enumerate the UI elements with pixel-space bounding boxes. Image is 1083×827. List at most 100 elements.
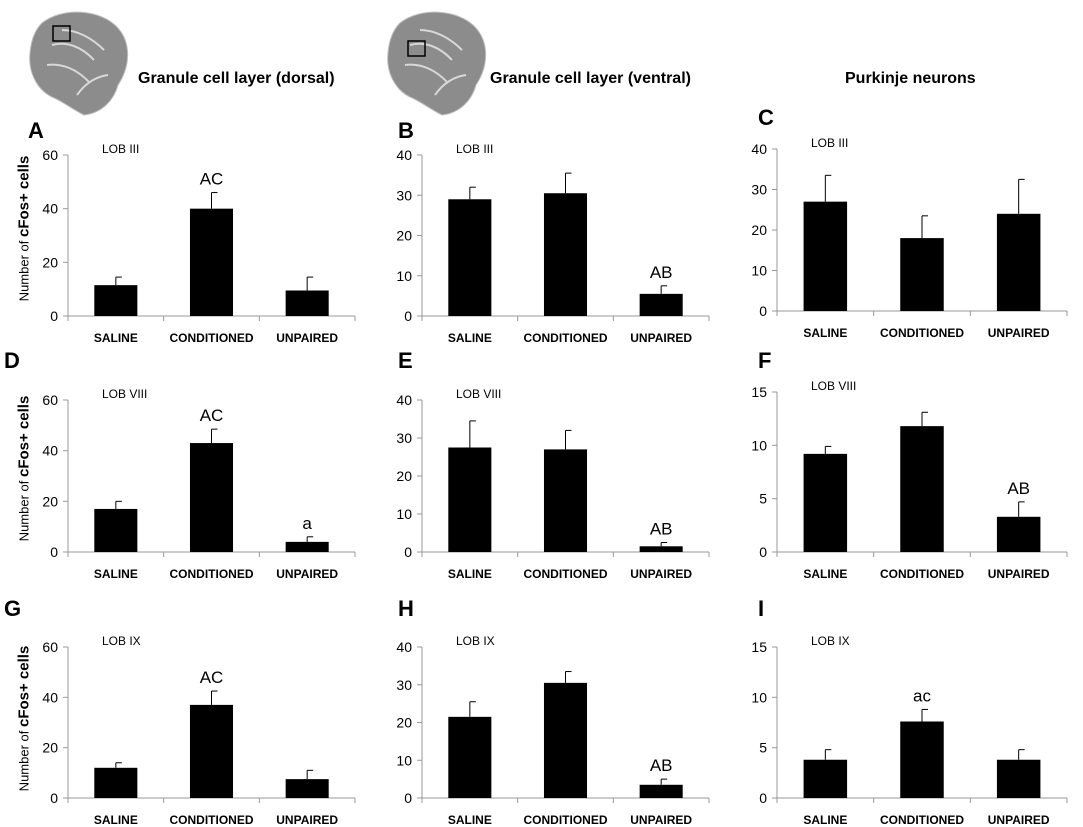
panel-f-y-tick-label: 5 <box>759 491 767 507</box>
panel-g-y-tick-label: 20 <box>42 740 58 756</box>
panel-d-category-label: UNPAIRED <box>276 567 338 581</box>
panel-f-bar <box>900 426 944 552</box>
panel-c-y-tick-label: 10 <box>751 263 767 279</box>
panel-i-bar <box>996 759 1041 798</box>
panel-f-bar <box>803 453 848 552</box>
panel-c-category-label: UNPAIRED <box>988 326 1050 340</box>
panel-b-data-label: AB <box>650 263 673 282</box>
panel-h-bar <box>543 682 588 798</box>
column-title-purkinje: Purkinje neurons <box>845 70 976 87</box>
panel-f-y-tick-label: 10 <box>751 437 767 453</box>
panel-h-y-tick-label: 10 <box>396 752 412 768</box>
panel-c-y-tick-label: 0 <box>759 303 767 319</box>
panel-e-data-label: AB <box>650 520 673 539</box>
panel-h-y-tick-label: 0 <box>404 790 412 806</box>
panel-f-letter: F <box>758 348 771 373</box>
panel-c-title: LOB III <box>811 136 848 150</box>
panel-d-y-tick-label: 0 <box>50 544 58 560</box>
panel-i-bar <box>900 721 944 798</box>
panel-d-category-label: SALINE <box>94 567 138 581</box>
panel-e-y-tick-label: 30 <box>396 430 412 446</box>
panel-a-data-label: AC <box>200 170 224 189</box>
column-title-ventral: Granule cell layer (ventral) <box>490 70 691 87</box>
panel-i-bar <box>803 759 848 798</box>
cerebellum-icon-ventral <box>387 11 487 116</box>
panel-b-bar <box>639 293 683 316</box>
panel-h-bar <box>639 784 683 798</box>
panel-b-letter: B <box>398 118 414 143</box>
panel-c-category-label: CONDITIONED <box>880 326 964 340</box>
panel-d-bar <box>94 508 138 552</box>
panel-d-title: LOB VIII <box>102 387 147 401</box>
panel-g-y-tick-label: 40 <box>42 689 58 705</box>
panel-c-y-tick-label: 20 <box>751 222 767 238</box>
panel-f-y-tick-label: 15 <box>751 384 767 400</box>
panel-h-category-label: SALINE <box>448 813 492 827</box>
panel-d-bar <box>285 541 329 552</box>
panel-b-category-label: UNPAIRED <box>630 331 692 345</box>
panel-d-letter: D <box>4 348 20 373</box>
panel-a-letter: A <box>28 118 44 143</box>
panel-e-letter: E <box>398 348 413 373</box>
panel-f-title: LOB VIII <box>811 379 856 393</box>
panel-g-letter: G <box>4 596 21 621</box>
panel-h-y-tick-label: 20 <box>396 715 412 731</box>
panel-e-y-tick-label: 0 <box>404 544 412 560</box>
panel-c-bar <box>900 238 944 311</box>
panel-a-y-tick-label: 40 <box>42 201 58 217</box>
panel-g-data-label: AC <box>200 668 224 687</box>
panel-d-y-tick-label: 20 <box>42 493 58 509</box>
panel-i-category-label: UNPAIRED <box>988 813 1050 827</box>
panel-d-bar <box>189 443 234 552</box>
cerebellum-icon-dorsal <box>29 11 129 116</box>
panel-i-category-label: SALINE <box>803 813 847 827</box>
panel-f-y-tick-label: 0 <box>759 544 767 560</box>
panel-f-category-label: UNPAIRED <box>988 567 1050 581</box>
panel-d-y-tick-label: 40 <box>42 443 58 459</box>
panel-e-y-tick-label: 40 <box>396 392 412 408</box>
panel-g-title: LOB IX <box>102 634 141 648</box>
panel-c-bar <box>803 201 848 311</box>
panel-h-category-label: UNPAIRED <box>630 813 692 827</box>
panel-c-y-tick-label: 40 <box>751 141 767 157</box>
panel-h-y-tick-label: 30 <box>396 677 412 693</box>
panel-e-title: LOB VIII <box>456 387 501 401</box>
panel-i-data-label: ac <box>913 686 931 705</box>
panel-i-letter: I <box>758 596 764 621</box>
panel-c-category-label: SALINE <box>803 326 847 340</box>
panel-e-category-label: SALINE <box>448 567 492 581</box>
panel-d-data-label: a <box>302 514 312 533</box>
panel-g-category-label: CONDITIONED <box>170 813 254 827</box>
panel-g-category-label: SALINE <box>94 813 138 827</box>
panel-i-y-tick-label: 5 <box>759 740 767 756</box>
column-title-dorsal: Granule cell layer (dorsal) <box>138 70 335 87</box>
panel-b-y-tick-label: 20 <box>396 228 412 244</box>
panel-b-bar <box>448 199 492 316</box>
panel-h-title: LOB IX <box>456 634 495 648</box>
panel-e-bar <box>448 447 492 552</box>
panel-b-bar <box>543 193 588 316</box>
panel-i-y-tick-label: 15 <box>751 639 767 655</box>
panel-a-y-tick-label: 60 <box>42 147 58 163</box>
panel-h-data-label: AB <box>650 756 673 775</box>
panel-g-bar <box>94 767 138 798</box>
panel-f-data-label: AB <box>1007 479 1030 498</box>
panel-a-title: LOB III <box>102 142 139 156</box>
panel-b-y-tick-label: 30 <box>396 187 412 203</box>
panel-g-y-tick-label: 60 <box>42 639 58 655</box>
panel-a-category-label: SALINE <box>94 331 138 345</box>
panel-e-bar <box>543 449 588 552</box>
panel-b-y-tick-label: 0 <box>404 308 412 324</box>
panel-g-y-tick-label: 0 <box>50 790 58 806</box>
panel-i-y-tick-label: 10 <box>751 689 767 705</box>
panel-i-title: LOB IX <box>811 634 850 648</box>
panel-c-bar <box>996 213 1041 311</box>
panel-a-category-label: CONDITIONED <box>170 331 254 345</box>
panel-d-category-label: CONDITIONED <box>170 567 254 581</box>
panel-b-category-label: SALINE <box>448 331 492 345</box>
panel-h-y-tick-label: 40 <box>396 639 412 655</box>
panel-b-y-tick-label: 10 <box>396 268 412 284</box>
panel-a-y-tick-label: 20 <box>42 254 58 270</box>
panel-g-bar <box>285 779 329 798</box>
